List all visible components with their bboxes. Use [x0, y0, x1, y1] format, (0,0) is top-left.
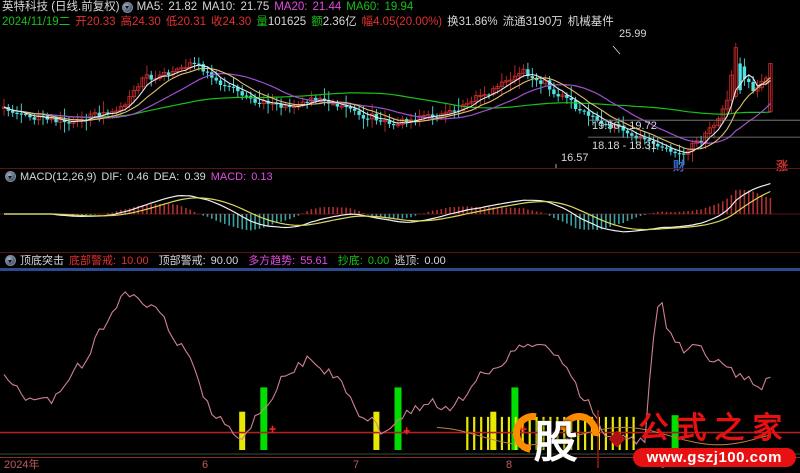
bottom-alert-value: 10.00	[121, 255, 149, 267]
bull-logo-icon: 股	[504, 405, 607, 471]
amount-value: 2.36亿	[322, 16, 357, 28]
watermark: 股 公式之家 www.gszj100.com	[504, 405, 796, 471]
dea-value: 0.39	[184, 171, 206, 183]
divider-price-macd	[0, 168, 800, 169]
escape-top-label: 逃顶:	[394, 255, 420, 267]
dea-label: DEA:	[153, 171, 180, 183]
stock-name-label[interactable]: 英特科技 (日线.前复权)	[2, 1, 120, 13]
ma5-label: MA5:	[136, 1, 164, 13]
dropdown-circle-icon[interactable]	[121, 1, 133, 13]
low-label: 低	[165, 16, 178, 28]
price-chart-pane[interactable]	[0, 30, 800, 168]
dea-line	[4, 190, 771, 231]
top-band	[0, 268, 800, 271]
ma20-value: 21.44	[312, 1, 342, 13]
macd-title[interactable]: MACD(12,26,9)	[20, 171, 97, 183]
high-callout: 25.99	[619, 28, 647, 40]
dif-label: DIF:	[101, 171, 123, 183]
turnover-label: 换	[447, 16, 459, 28]
ma20-label: MA20:	[274, 1, 308, 13]
macd-histogram	[55, 189, 772, 231]
gap-marker-group	[555, 45, 800, 168]
close-label: 收	[211, 16, 223, 28]
ma5-line	[3, 64, 771, 154]
watermark-logo-char: 股	[533, 417, 578, 468]
candle-series	[1, 43, 773, 166]
high-value: 24.30	[131, 16, 161, 28]
float-label: 流通	[502, 16, 526, 28]
macd-canvas	[0, 183, 800, 233]
macd-header: MACD(12,26,9) DIF: 0.46 DEA: 0.39 MACD: …	[0, 170, 273, 184]
stock-title-bar: 英特科技 (日线.前复权) MA5: 21.82 MA10: 21.75 MA2…	[0, 0, 800, 15]
buy-bottom-label: 抄底:	[337, 255, 363, 267]
dropdown-circle-icon[interactable]	[5, 255, 16, 266]
ma10-value: 21.75	[240, 1, 270, 13]
quote-date: 2024/11/19	[2, 16, 59, 28]
watermark-diamond-icon	[608, 430, 626, 448]
dif-line	[4, 183, 771, 233]
volume-value: 101625	[267, 16, 307, 28]
close-value: 24.30	[222, 16, 252, 28]
indicator-header: 顶底突击 底部警戒: 10.00 顶部警戒: 90.00 多方趋势: 55.61…	[0, 254, 446, 268]
rise-label: 涨	[776, 159, 789, 173]
ma60-line	[3, 92, 771, 118]
trend-line	[3, 291, 771, 445]
bottom-alert-label: 底部警戒:	[69, 255, 117, 267]
gap-callout-2: 18.18 - 18.31	[592, 140, 657, 152]
float-value: 3190万	[525, 16, 563, 28]
industry-label[interactable]: 机械基件	[567, 16, 614, 28]
quote-info-bar: 2024/11/19 二 开 20.33 高 24.30 低 20.31 收 2…	[0, 15, 800, 30]
cost-label: 财	[673, 159, 686, 173]
ma60-label: MA60:	[346, 1, 380, 13]
indicator-canvas	[0, 268, 800, 455]
watermark-title: 公式之家	[638, 410, 791, 446]
low-callout: 16.57	[561, 152, 589, 164]
low-value: 20.31	[177, 16, 207, 28]
gap-callout-1: 19.56 - 19.72	[592, 120, 657, 132]
macd-value: 0.13	[251, 171, 273, 183]
axis-tick-7: 7	[353, 459, 360, 471]
secondary-line	[436, 426, 771, 446]
amount-label: 额	[311, 16, 323, 28]
volume-label: 量	[256, 16, 268, 28]
bull-trend-value: 55.61	[300, 255, 328, 267]
axis-tick-8: 8	[506, 459, 513, 471]
axis-tick-2024: 2024年	[4, 459, 40, 471]
bull-trend-label: 多方趋势:	[248, 255, 296, 267]
turnover-value: 31.86%	[458, 16, 498, 28]
watermark-text-group: 公式之家 www.gszj100.com	[632, 410, 796, 467]
macd-pane[interactable]	[0, 170, 800, 252]
indicator-title[interactable]: 顶底突击	[20, 255, 64, 267]
buy-bottom-value: 0.00	[367, 255, 390, 267]
change-value: 4.05(20.00%)	[373, 16, 443, 28]
escape-top-value: 0.00	[424, 255, 446, 267]
dropdown-circle-icon[interactable]	[5, 171, 16, 182]
change-label: 幅	[361, 16, 374, 28]
signal-arrows	[269, 425, 527, 435]
macd-label: MACD:	[210, 171, 247, 183]
ma10-line	[3, 67, 771, 150]
top-alert-label: 顶部警戒:	[158, 255, 206, 267]
indicator-pane[interactable]	[0, 254, 800, 457]
watermark-divider	[596, 410, 599, 468]
open-value: 20.33	[86, 16, 116, 28]
top-alert-value: 90.00	[210, 255, 239, 267]
ma10-label: MA10:	[202, 1, 236, 13]
ma60-value: 19.94	[384, 1, 414, 13]
open-label: 开	[75, 16, 87, 28]
date-axis-line	[0, 457, 800, 458]
axis-tick-6: 6	[202, 459, 209, 471]
ma5-value: 21.82	[168, 1, 198, 13]
dif-value: 0.46	[127, 171, 149, 183]
quote-weekday: 二	[58, 16, 71, 28]
watermark-url[interactable]: www.gszj100.com	[632, 447, 796, 467]
divider-macd-indicator	[0, 252, 800, 253]
candlestick-canvas	[1, 43, 800, 168]
high-label: 高	[120, 16, 132, 28]
